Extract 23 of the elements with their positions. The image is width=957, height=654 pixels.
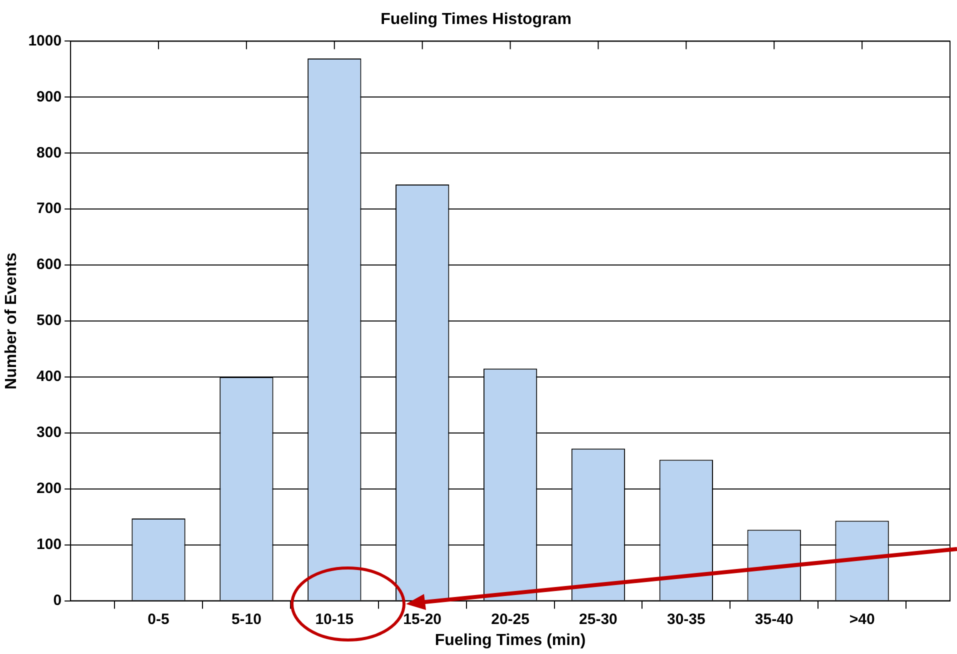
x-tick-label: 20-25	[491, 610, 530, 628]
y-tick-label: 900	[36, 88, 62, 106]
x-tick-label: 35-40	[754, 610, 794, 628]
x-tick-label: 10-15	[315, 610, 354, 628]
x-tick-label: 0-5	[148, 610, 170, 628]
y-tick-label: 300	[36, 424, 62, 442]
y-axis-title: Number of Events	[3, 252, 20, 390]
y-tick-label: 600	[36, 256, 62, 274]
x-tick-label: >40	[849, 610, 875, 628]
x-tick-label: 30-35	[666, 610, 706, 628]
x-tick-label: 5-10	[231, 610, 262, 628]
chart-title: Fueling Times Histogram	[380, 11, 572, 28]
y-tick-label: 0	[53, 592, 62, 609]
y-tick-label: 700	[36, 200, 62, 218]
y-tick-label: 100	[36, 536, 62, 553]
y-tick-label: 500	[36, 312, 62, 330]
y-tick-label: 800	[36, 144, 62, 162]
y-tick-label: 1000	[28, 32, 62, 50]
y-tick-label: 400	[36, 368, 62, 386]
x-tick-label: 15-20	[403, 610, 442, 628]
y-tick-label: 200	[36, 480, 62, 498]
x-tick-label: 25-30	[579, 610, 618, 628]
x-axis-title: Fueling Times (min)	[434, 632, 586, 649]
